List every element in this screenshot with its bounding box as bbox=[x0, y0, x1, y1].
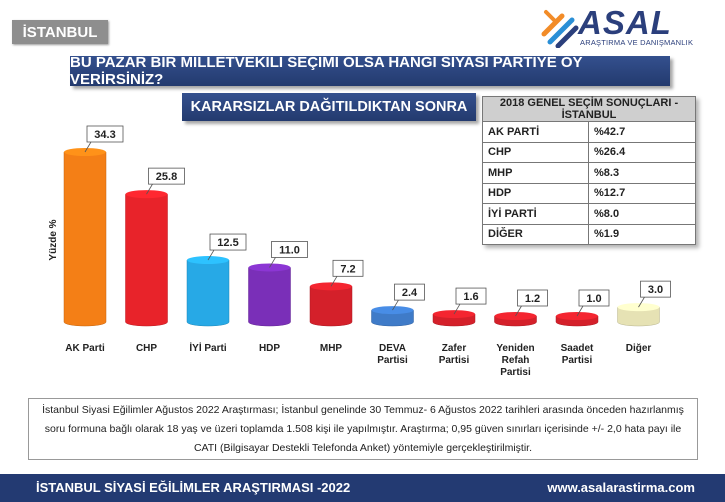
value-label-box bbox=[394, 283, 425, 301]
label-leader bbox=[146, 183, 153, 195]
party-name: DİĞER bbox=[482, 223, 589, 245]
value-label: 34.3 bbox=[94, 129, 115, 141]
value-label: 1.6 bbox=[463, 291, 478, 303]
category-label: DEVA Partisi bbox=[377, 343, 408, 366]
value-label-box bbox=[271, 241, 308, 258]
label-leader bbox=[576, 305, 584, 317]
value-label: 3.0 bbox=[648, 284, 663, 296]
footer-bar: İSTANBUL SİYASİ EĞİLİMLER ARAŞTIRMASI -2… bbox=[0, 474, 725, 502]
category-label: CHP bbox=[136, 343, 157, 354]
category-label: Zafer Partisi bbox=[439, 343, 470, 366]
website-link[interactable]: www.asalarastirma.com bbox=[547, 480, 695, 495]
question-title: BU PAZAR BİR MİLLETVEKİLİ SEÇİMİ OLSA HA… bbox=[70, 54, 670, 88]
brand-logo: ASAL ARAŞTIRMA VE DANIŞMANLIK bbox=[540, 4, 694, 50]
category-label: Yeniden Refah Partisi bbox=[496, 343, 534, 378]
label-leader bbox=[330, 276, 338, 287]
table-row: İYİ PARTİ %8.0 bbox=[482, 203, 696, 225]
label-leader bbox=[392, 299, 399, 311]
value-label-box bbox=[455, 287, 487, 305]
logo-wordmark: ASAL bbox=[578, 4, 672, 41]
value-label: 2.4 bbox=[402, 287, 418, 299]
party-result: %1.9 bbox=[588, 223, 696, 245]
bar bbox=[125, 193, 168, 327]
value-label: 1.2 bbox=[525, 293, 540, 305]
party-result: %8.0 bbox=[588, 203, 696, 225]
table-row: MHP %8.3 bbox=[482, 162, 696, 184]
value-label-box bbox=[332, 259, 364, 277]
logo-mark-icon bbox=[541, 10, 579, 48]
value-label: 11.0 bbox=[279, 244, 300, 256]
note-line: CATI (Bilgisayar Destekli Telefonda Anke… bbox=[193, 442, 533, 454]
bar bbox=[617, 306, 660, 327]
label-leader bbox=[269, 257, 276, 268]
table-row: DİĞER %1.9 bbox=[482, 223, 696, 245]
bar bbox=[186, 259, 230, 327]
category-label: AK Parti bbox=[65, 343, 105, 354]
value-label-box bbox=[640, 280, 671, 298]
bar bbox=[309, 286, 353, 327]
logo-subtitle: ARAŞTIRMA VE DANIŞMANLIK bbox=[580, 38, 694, 47]
election-results-table: 2018 GENEL SEÇİM SONUÇLARI - İSTANBUL AK… bbox=[482, 96, 696, 245]
bar bbox=[371, 309, 414, 327]
label-leader bbox=[453, 303, 461, 315]
note-line: İstanbul Siyasi Eğilimler Ağustos 2022 A… bbox=[42, 404, 684, 416]
bar-chart: Yüzde % 34.3 AK Parti 25.8 CHP 12.5 İYİ Parti… bbox=[48, 125, 671, 378]
party-name: AK PARTİ bbox=[482, 121, 589, 143]
table-row: AK PARTİ %42.7 bbox=[482, 121, 696, 143]
label-leader bbox=[638, 296, 645, 308]
value-label-box bbox=[209, 233, 247, 251]
y-axis-label: Yüzde % bbox=[48, 219, 59, 260]
value-label: 7.2 bbox=[340, 263, 355, 275]
chart-subtitle: KARARSIZLAR DAĞITILDIKTAN SONRA bbox=[182, 93, 476, 121]
category-label: Diğer bbox=[626, 343, 652, 354]
value-label: 1.0 bbox=[586, 293, 601, 305]
region-badge: İSTANBUL bbox=[12, 20, 108, 44]
label-leader bbox=[207, 249, 215, 261]
category-label: Saadet Partisi bbox=[561, 343, 594, 366]
note-line: soru formuna bağlı olarak 18 yaş ve üzer… bbox=[44, 423, 682, 435]
label-leader bbox=[84, 141, 92, 153]
category-label: HDP bbox=[259, 343, 280, 354]
value-label-box bbox=[517, 289, 548, 307]
category-label: İYİ Parti bbox=[189, 341, 226, 354]
footer-title: İSTANBUL SİYASİ EĞİLİMLER ARAŞTIRMASI -2… bbox=[36, 480, 351, 495]
bar bbox=[63, 151, 107, 327]
value-label: 12.5 bbox=[217, 237, 238, 249]
bar bbox=[248, 267, 291, 327]
category-label: MHP bbox=[320, 343, 343, 354]
value-label-box bbox=[86, 125, 124, 143]
value-label: 25.8 bbox=[156, 171, 177, 183]
label-leader bbox=[515, 305, 522, 317]
value-label-box bbox=[148, 167, 185, 185]
methodology-note: İstanbul Siyasi Eğilimler Ağustos 2022 A… bbox=[28, 398, 698, 460]
value-label-box bbox=[578, 289, 610, 307]
results-table-title: 2018 GENEL SEÇİM SONUÇLARI - İSTANBUL bbox=[482, 96, 696, 122]
